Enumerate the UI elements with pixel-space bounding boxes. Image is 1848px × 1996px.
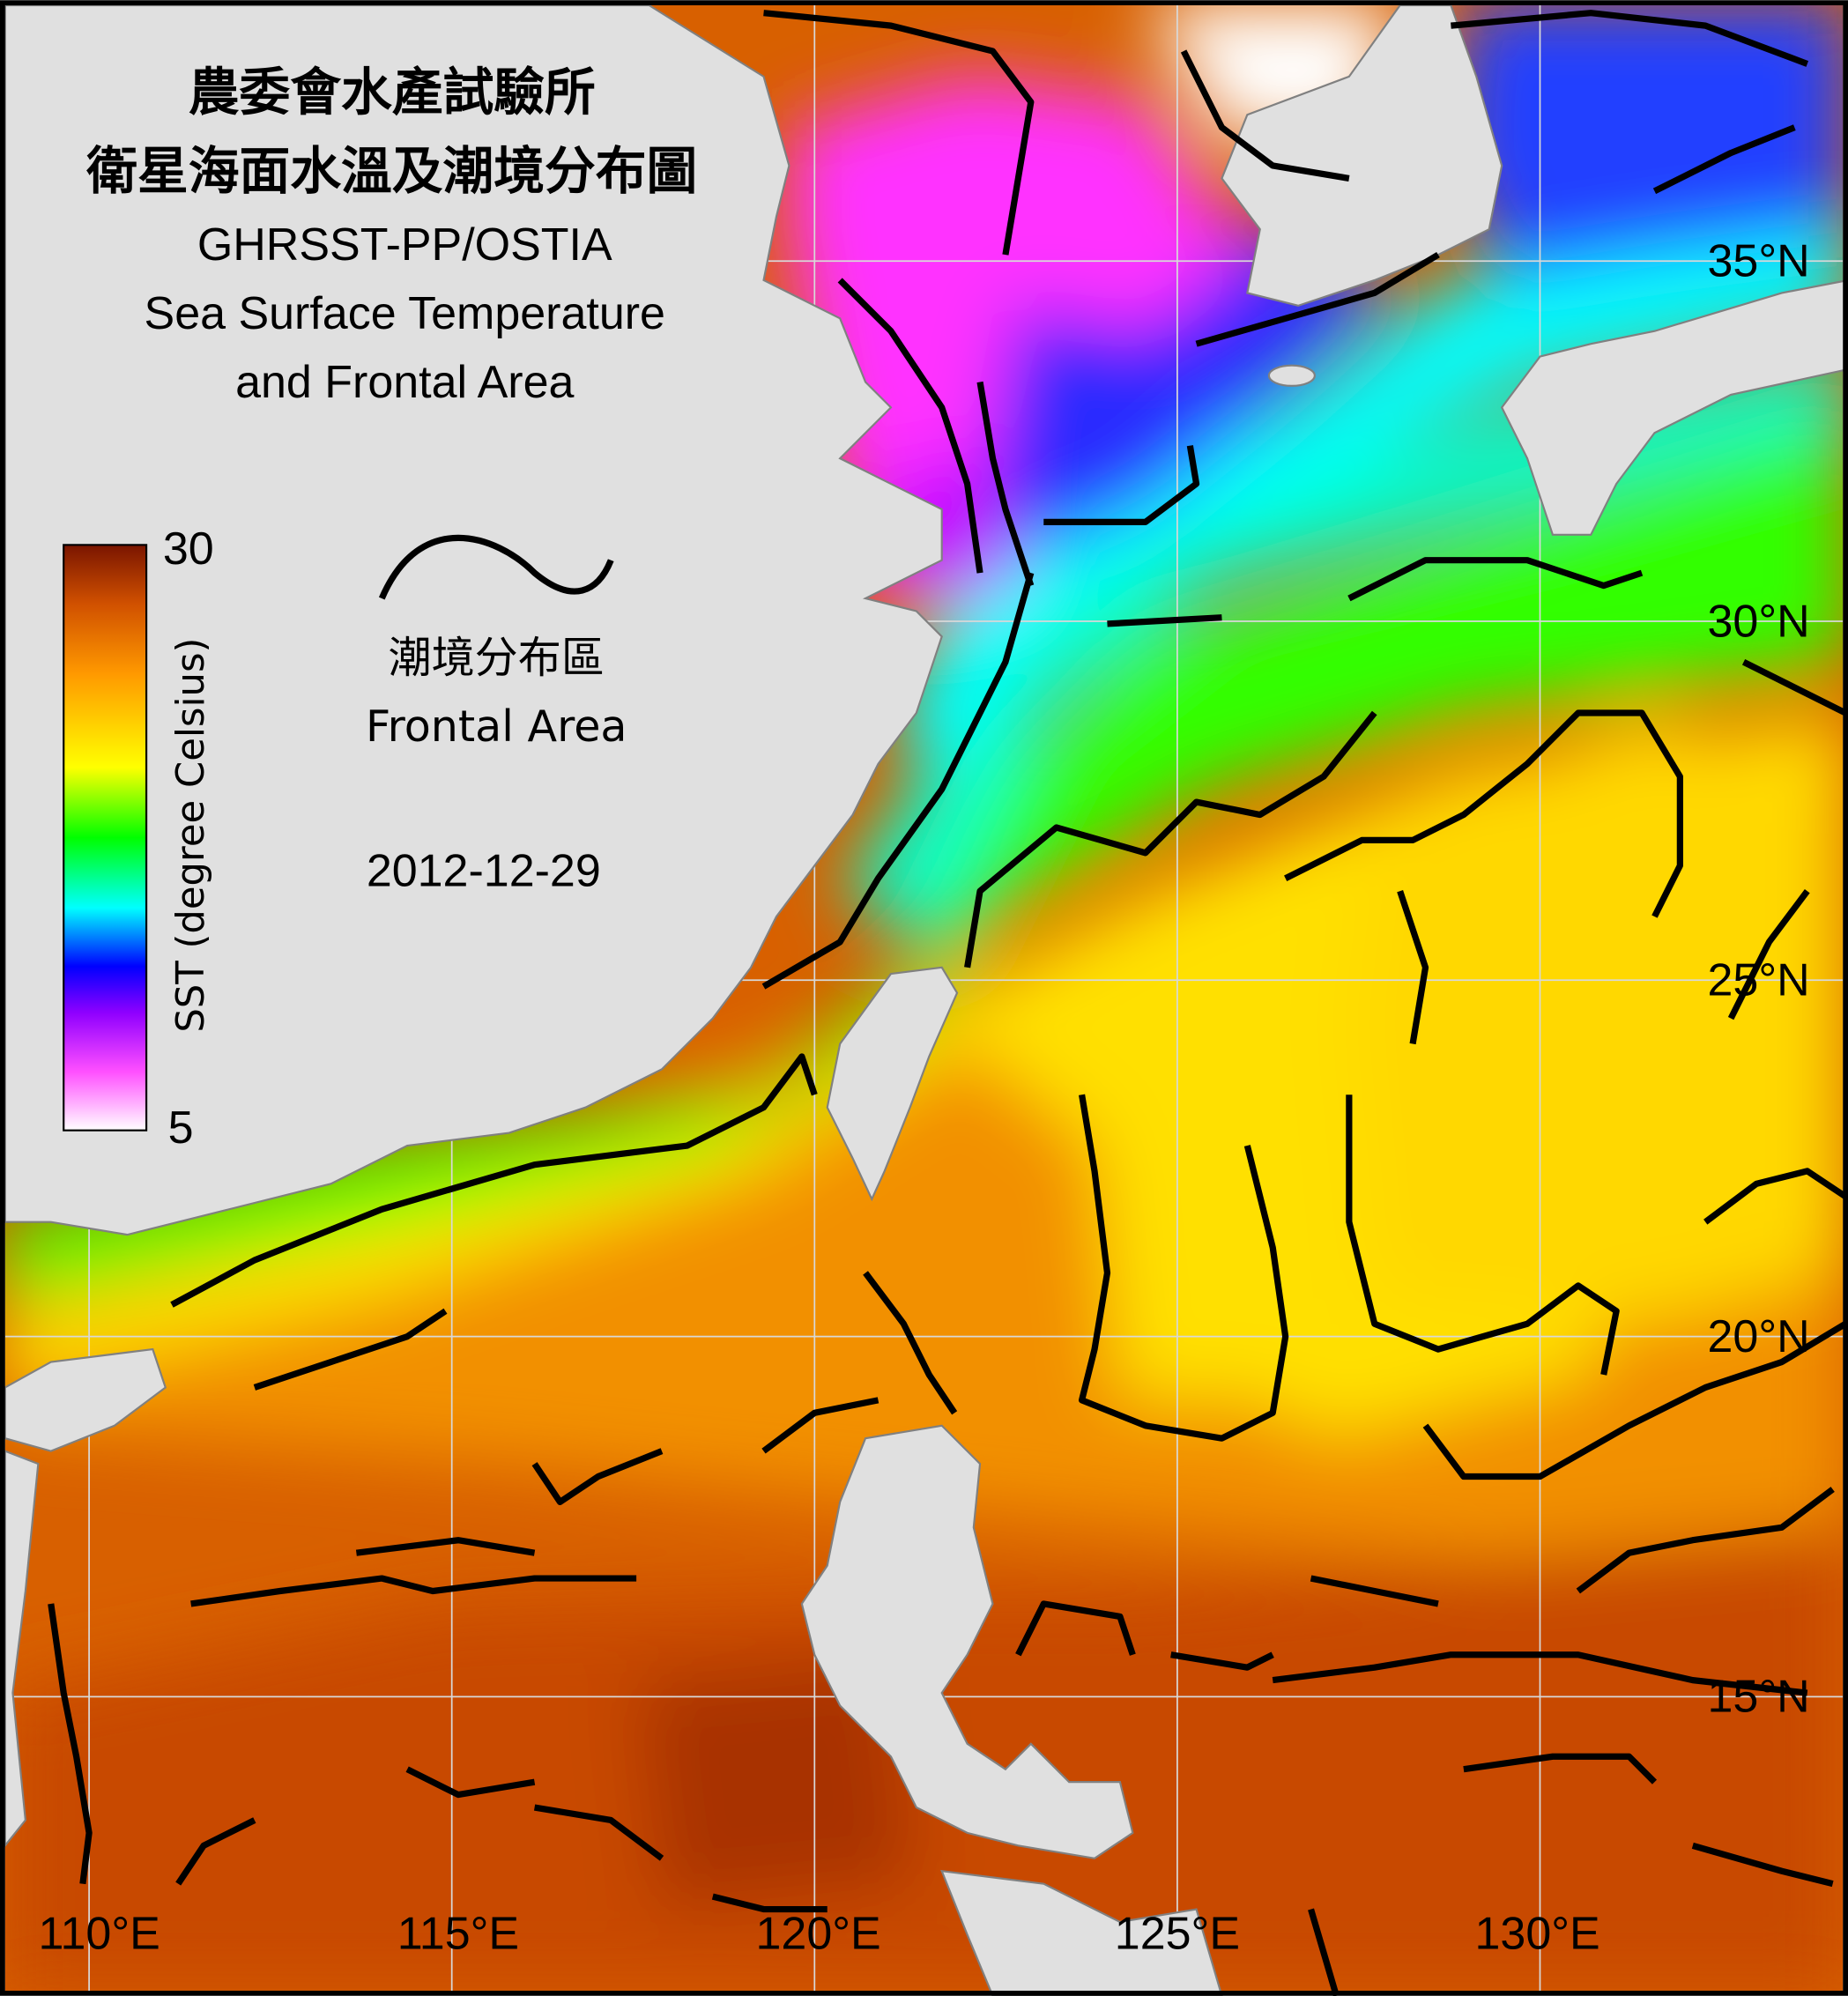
land-taiwan — [826, 966, 959, 1202]
colorbar: 30 5 SST (degree Celsius) — [63, 523, 214, 1154]
land-jeju — [1267, 364, 1316, 387]
title-zh-2: 衛星海面水溫及潮境分布圖 — [85, 141, 697, 201]
lon-label: 110°E — [38, 1908, 160, 1959]
land-visayas — [940, 1869, 1223, 1996]
colorbar-max-label: 30 — [163, 523, 214, 575]
land-hainan — [4, 1347, 167, 1452]
title-en-2: Sea Surface Temperature — [145, 288, 665, 339]
land-luzon — [800, 1424, 1134, 1859]
title-zh-1: 農委會水產試驗所 — [189, 62, 596, 122]
colorbar-min-label: 5 — [168, 1102, 194, 1154]
lon-label: 120°E — [756, 1908, 881, 1959]
colorbar-gradient — [63, 544, 148, 1132]
lon-label: 125°E — [1115, 1908, 1240, 1959]
wavy-line-icon — [378, 534, 614, 600]
colorbar-axis-label: SST (degree Celsius) — [169, 638, 213, 1033]
lon-label: 130°E — [1475, 1908, 1600, 1959]
land-masses — [4, 4, 1848, 1996]
lon-labels: 110°E 115°E 120°E 125°E 130°E — [38, 1908, 1599, 1959]
lon-label: 115°E — [397, 1908, 519, 1959]
frontal-area-lines — [48, 10, 1848, 1996]
lat-label: 25°N — [1708, 955, 1810, 1006]
lat-label: 30°N — [1708, 596, 1810, 647]
date-label: 2012-12-29 — [367, 845, 601, 896]
lat-labels: 35°N 30°N 25°N 20°N 15°N — [1708, 236, 1810, 1723]
lat-label: 35°N — [1708, 236, 1810, 287]
lat-label: 20°N — [1708, 1311, 1810, 1362]
legend-label-en: Frontal Area — [366, 701, 627, 752]
land-japan — [1500, 278, 1848, 536]
land-korea — [1221, 4, 1503, 307]
legend-label-zh: 潮境分布區 — [389, 632, 605, 683]
title-block: 農委會水產試驗所 衛星海面水溫及潮境分布圖 GHRSST-PP/OSTIA Se… — [85, 62, 697, 407]
lat-label: 15°N — [1708, 1672, 1810, 1723]
title-en-1: GHRSST-PP/OSTIA — [197, 219, 612, 271]
land-china — [4, 4, 943, 1236]
frontal-area-legend: 潮境分布區 Frontal Area — [366, 534, 627, 752]
title-en-3: and Frontal Area — [235, 357, 574, 408]
